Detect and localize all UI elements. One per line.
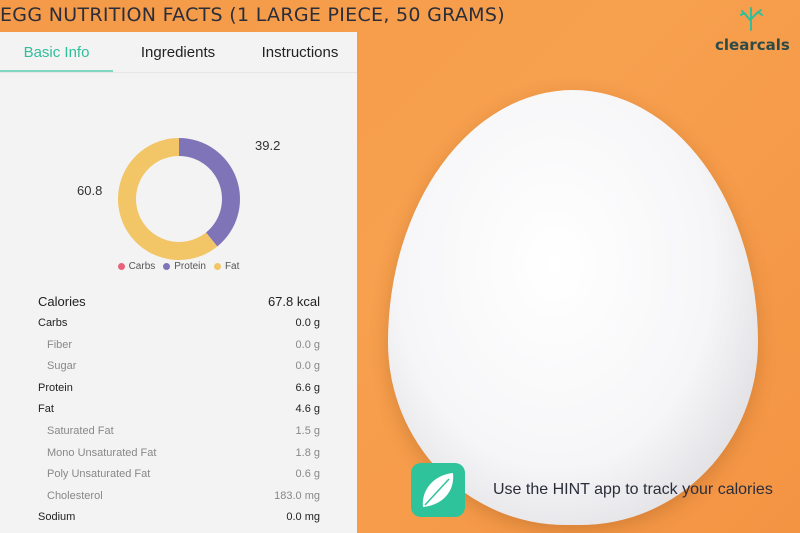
macro-donut-chart: [117, 138, 240, 260]
nutrition-row: Calories 67.8 kcal: [38, 291, 320, 313]
nutrition-row: Carbs 0.0 g: [38, 313, 320, 335]
tab-instructions[interactable]: Instructions: [261, 44, 339, 61]
protein-dot-icon: [163, 262, 171, 270]
tab-basic-info[interactable]: Basic Info: [0, 32, 113, 72]
logo-text: clearcals: [715, 36, 790, 54]
fat-dot-icon: [213, 262, 221, 270]
chart-legend: Carbs Protein Fat: [0, 261, 357, 272]
hint-app-icon[interactable]: [411, 463, 465, 517]
carbs-dot-icon: [117, 262, 125, 270]
nutrient-value: 183.0 mg: [274, 489, 320, 502]
nutrition-panel: Basic Info Ingredients Instructions 39.2…: [0, 32, 357, 533]
nutrient-label: Sugar: [47, 360, 77, 373]
nutrient-value: 4.6 g: [295, 403, 320, 416]
nutrient-label: Protein: [38, 381, 73, 394]
nutrition-row: Cholesterol 183.0 mg: [38, 486, 320, 508]
nutrient-label: Carbs: [38, 317, 68, 329]
nutrient-value: 6.6 g: [295, 381, 320, 394]
nutrition-row: Sugar 0.0 g: [38, 356, 320, 378]
tab-bar: Basic Info Ingredients Instructions: [0, 32, 357, 73]
nutrition-table: Calories 67.8 kcal Carbs 0.0 g Fiber 0.0 g Sug…: [38, 291, 320, 529]
nutrition-row: Sodium 0.0 mg: [38, 507, 320, 529]
legend-carbs[interactable]: Carbs: [117, 261, 155, 272]
nutrient-label: Sodium: [38, 511, 76, 524]
egg-image: [388, 90, 758, 525]
legend-fat[interactable]: Fat: [213, 261, 239, 272]
page-title: EGG NUTRITION FACTS (1 LARGE PIECE, 50 G…: [0, 4, 505, 26]
nutrition-row: Fat 4.6 g: [38, 399, 320, 421]
nutrient-label: Calories: [38, 294, 86, 309]
tree-icon: [740, 7, 763, 31]
nutrient-value: 0.0 g: [295, 317, 320, 329]
nutrient-value: 0.0 g: [295, 338, 320, 351]
nutrient-label: Fat: [38, 403, 54, 416]
promo-text: Use the HINT app to track your calories: [493, 481, 773, 498]
nutrition-row: Poly Unsaturated Fat 0.6 g: [38, 464, 320, 486]
tab-ingredients[interactable]: Ingredients: [140, 44, 216, 61]
nutrient-label: Cholesterol: [47, 489, 103, 502]
nutrient-value: 1.5 g: [295, 424, 320, 437]
legend-protein[interactable]: Protein: [163, 261, 206, 272]
nutrient-value: 0.0 mg: [286, 511, 320, 524]
donut-slice-protein[interactable]: [179, 138, 240, 247]
leaf-icon: [422, 473, 454, 507]
data-label-fat: 60.8: [77, 183, 103, 198]
nutrient-value: 0.0 g: [295, 360, 320, 373]
clearcals-logo: clearcals: [715, 5, 790, 54]
donut-slice-fat[interactable]: [117, 138, 218, 260]
nutrient-value: 1.8 g: [295, 446, 320, 459]
nutrient-label: Poly Unsaturated Fat: [47, 468, 151, 481]
nutrient-label: Fiber: [47, 338, 73, 351]
nutrition-row: Protein 6.6 g: [38, 378, 320, 400]
nutrition-row: Fiber 0.0 g: [38, 335, 320, 357]
nutrition-row: Mono Unsaturated Fat 1.8 g: [38, 443, 320, 465]
data-label-protein: 39.2: [255, 138, 281, 153]
nutrition-row: Saturated Fat 1.5 g: [38, 421, 320, 443]
nutrient-label: Saturated Fat: [47, 424, 114, 437]
nutrient-label: Mono Unsaturated Fat: [47, 446, 157, 459]
nutrient-value: 0.6 g: [295, 468, 320, 481]
nutrient-value: 67.8 kcal: [267, 294, 320, 309]
